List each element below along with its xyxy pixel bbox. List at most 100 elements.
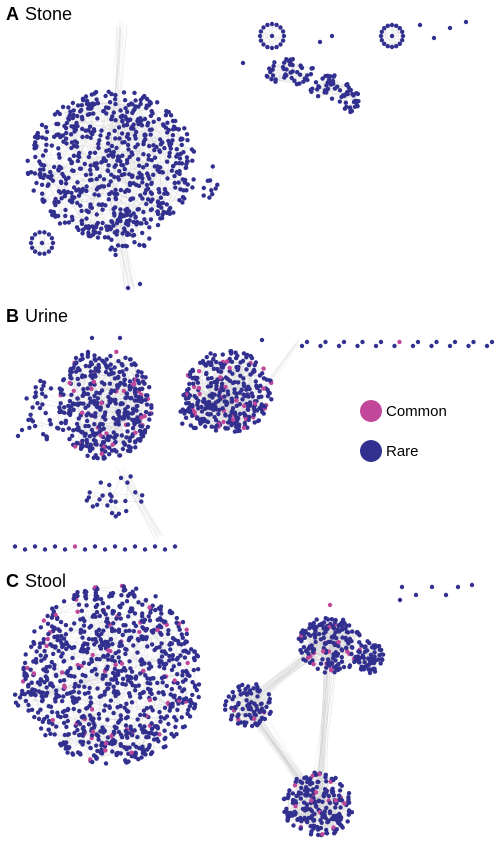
- rare-node: [223, 426, 228, 431]
- rare-node: [71, 185, 77, 190]
- rare-node: [137, 398, 142, 404]
- rare-node: [129, 228, 135, 233]
- network-edge: [129, 386, 137, 421]
- network-edge: [47, 692, 76, 726]
- network-edge: [384, 28, 403, 32]
- rare-node: [102, 381, 107, 387]
- rare-node: [95, 101, 101, 106]
- network-edge: [73, 676, 116, 692]
- network-edge: [218, 389, 222, 423]
- network-edge: [54, 168, 62, 203]
- rare-node: [341, 339, 347, 345]
- network-edge: [27, 651, 37, 669]
- network-edge: [126, 220, 150, 239]
- rare-node: [77, 154, 82, 160]
- rare-node: [343, 100, 348, 105]
- rare-node: [207, 195, 212, 200]
- rare-node: [209, 394, 214, 399]
- network-edge: [101, 688, 149, 696]
- rare-node: [170, 164, 176, 169]
- rare-node: [292, 78, 297, 84]
- rare-node: [273, 79, 278, 84]
- rare-node: [44, 142, 49, 147]
- rare-node: [113, 252, 118, 258]
- rare-node: [64, 141, 69, 146]
- rare-node: [75, 124, 80, 129]
- rare-node: [140, 180, 145, 185]
- rare-node: [228, 349, 233, 354]
- rare-node: [229, 409, 235, 414]
- rare-node: [190, 413, 195, 418]
- rare-node: [68, 372, 73, 378]
- rare-node: [33, 140, 38, 145]
- network-edge: [126, 495, 143, 512]
- network-edge: [125, 197, 161, 211]
- rare-node: [109, 237, 114, 242]
- network-edge: [55, 604, 80, 616]
- rare-node: [95, 396, 101, 401]
- rare-node: [99, 160, 104, 165]
- rare-node: [90, 504, 96, 509]
- rare-node: [125, 480, 130, 485]
- rare-node: [125, 422, 131, 427]
- rare-node: [180, 421, 185, 426]
- rare-node: [142, 217, 147, 222]
- rare-node: [84, 443, 89, 449]
- network-edge: [58, 201, 66, 223]
- rare-node: [130, 110, 135, 116]
- rare-node: [113, 101, 118, 107]
- rare-node: [261, 42, 266, 47]
- rare-node: [87, 111, 92, 117]
- rare-node: [190, 158, 195, 163]
- rare-node: [274, 22, 279, 28]
- network-edge: [381, 25, 388, 41]
- rare-node: [86, 423, 91, 429]
- common-node: [192, 410, 197, 415]
- rare-node: [185, 182, 190, 187]
- rare-node: [258, 29, 264, 34]
- rare-node: [50, 212, 55, 218]
- network-edge: [80, 111, 113, 117]
- rare-node: [84, 418, 90, 424]
- rare-node: [96, 369, 101, 374]
- rare-node: [83, 405, 88, 410]
- rare-node: [117, 155, 122, 160]
- rare-node: [121, 372, 127, 378]
- rare-node: [92, 393, 97, 399]
- rare-node: [205, 411, 210, 417]
- rare-node: [97, 184, 102, 190]
- rare-node: [95, 116, 100, 121]
- network-edge: [35, 387, 43, 405]
- rare-node: [104, 357, 109, 362]
- rare-node: [190, 185, 195, 190]
- network-edge: [80, 736, 99, 755]
- rare-node: [136, 183, 142, 189]
- rare-node: [170, 133, 176, 138]
- common-node: [231, 417, 236, 422]
- rare-node: [132, 389, 138, 395]
- network-edge: [130, 476, 142, 502]
- rare-node: [75, 180, 80, 185]
- rare-node: [131, 232, 137, 238]
- network-edge: [78, 418, 106, 420]
- network-edge: [125, 648, 150, 664]
- network-edge: [144, 619, 158, 628]
- rare-node: [130, 410, 135, 416]
- rare-node: [186, 401, 191, 406]
- network-edge: [75, 675, 86, 726]
- rare-node: [89, 335, 95, 341]
- rare-node: [249, 355, 255, 361]
- rare-node: [169, 168, 175, 173]
- common-node: [91, 379, 97, 384]
- network-edge: [94, 163, 128, 210]
- rare-node: [116, 511, 122, 516]
- network-edge: [271, 23, 277, 48]
- rare-node: [280, 64, 286, 70]
- network-edge: [48, 729, 83, 745]
- rare-node: [113, 187, 118, 193]
- rare-node: [177, 198, 182, 203]
- network-edge: [260, 31, 264, 45]
- rare-node: [87, 490, 92, 495]
- rare-node: [213, 417, 219, 423]
- rare-node: [53, 196, 58, 202]
